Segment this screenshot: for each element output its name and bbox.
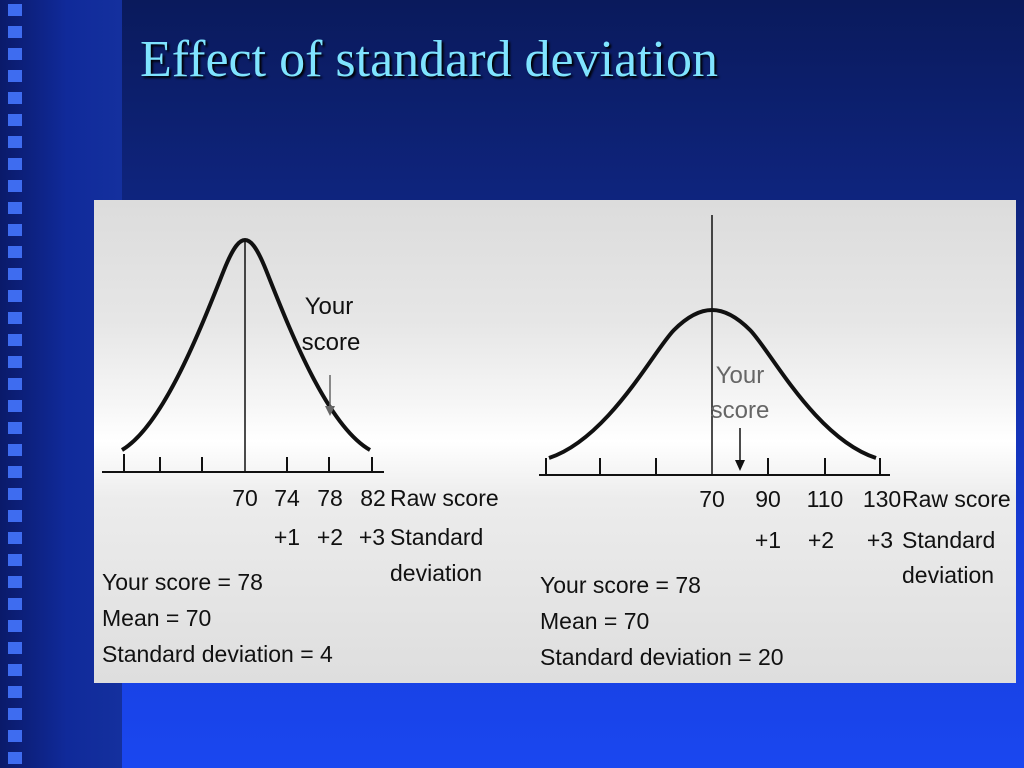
right-sd-label-2: deviation [902,562,994,588]
left-panel: Your score 70 74 78 82 Raw score +1 +2 +… [102,237,499,667]
right-panel: Your score 70 90 110 130 Raw score +1 +2… [539,215,1011,670]
right-your-label-1: Your [716,362,765,389]
left-your-label-1: Your [305,293,354,320]
right-raw-score-label: Raw score [902,486,1011,512]
right-sd-plus1: +1 [755,527,781,553]
left-sd-plus1: +1 [274,524,300,550]
left-axis-ticks [123,454,373,472]
right-stat-sd: Standard deviation = 20 [540,644,784,670]
left-sd-label-2: deviation [390,560,482,586]
right-raw-score-110: 110 [807,486,844,512]
right-stat-your-score: Your score = 78 [540,572,701,598]
normal-distribution-figure: Your score 70 74 78 82 Raw score +1 +2 +… [94,200,1016,683]
left-stat-your-score: Your score = 78 [102,569,263,595]
left-arrow-head [325,406,335,416]
right-bell-curve [548,307,877,460]
right-sd-plus3: +3 [867,527,893,553]
right-sd-label-1: Standard [902,527,995,553]
right-your-label-2: score [711,397,770,424]
slide-title: Effect of standard deviation [140,31,719,88]
right-sd-plus2: +2 [808,527,834,553]
left-raw-score-74: 74 [274,485,300,511]
left-bell-curve [120,237,371,452]
left-stat-mean: Mean = 70 [102,605,211,631]
left-sd-plus2: +2 [317,524,343,550]
right-arrow-head [735,460,745,471]
figure-canvas: Your score 70 74 78 82 Raw score +1 +2 +… [102,215,1011,670]
left-your-label-2: score [302,329,361,356]
right-axis-ticks [545,458,881,475]
left-stat-sd: Standard deviation = 4 [102,641,333,667]
left-sd-plus3: +3 [359,524,385,550]
left-raw-score-70: 70 [232,485,258,511]
right-raw-score-130: 130 [863,486,901,512]
left-raw-score-78: 78 [317,485,343,511]
left-sd-label-1: Standard [390,524,483,550]
right-raw-score-70: 70 [699,486,725,512]
decorative-square-column [8,4,22,764]
left-raw-score-label: Raw score [390,485,499,511]
right-raw-score-90: 90 [755,486,781,512]
right-stat-mean: Mean = 70 [540,608,649,634]
left-raw-score-82: 82 [360,485,386,511]
